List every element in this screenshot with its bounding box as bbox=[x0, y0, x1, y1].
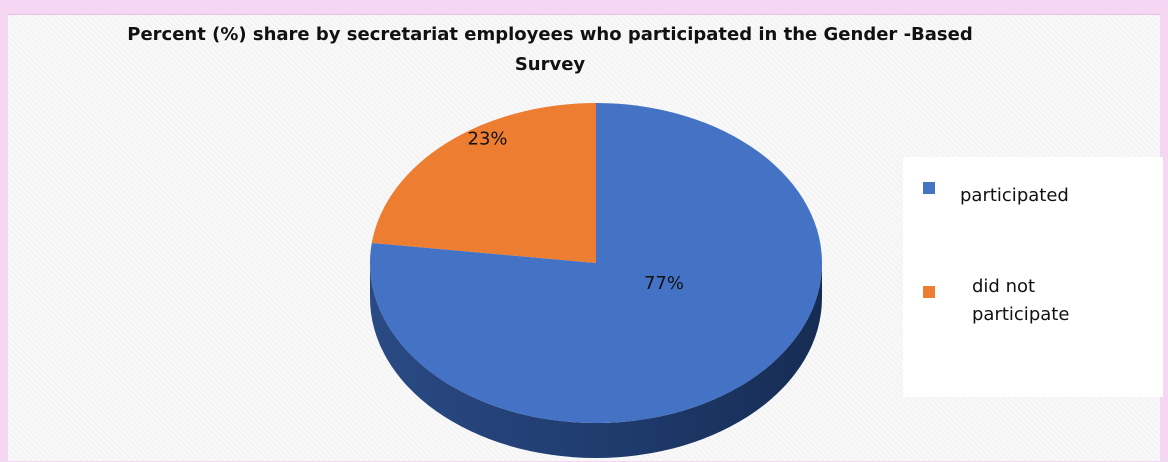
data-label-participated: 77% bbox=[644, 273, 684, 294]
legend-label-did-not-participate: did not participate bbox=[972, 276, 1070, 325]
data-label-did-not-participate: 23% bbox=[468, 129, 508, 150]
legend: participated did not participate bbox=[903, 157, 1163, 397]
pie-slice-did-not-participate[interactable] bbox=[371, 103, 596, 263]
pie-slice-participated[interactable] bbox=[369, 103, 822, 424]
legend-swatch-did-not-participate bbox=[923, 286, 935, 298]
pie-depth bbox=[370, 263, 822, 458]
legend-label-participated: participated bbox=[960, 185, 1069, 206]
legend-swatch-participated bbox=[923, 182, 935, 194]
chart-title: Percent (%) share by secretariat employe… bbox=[127, 24, 973, 75]
